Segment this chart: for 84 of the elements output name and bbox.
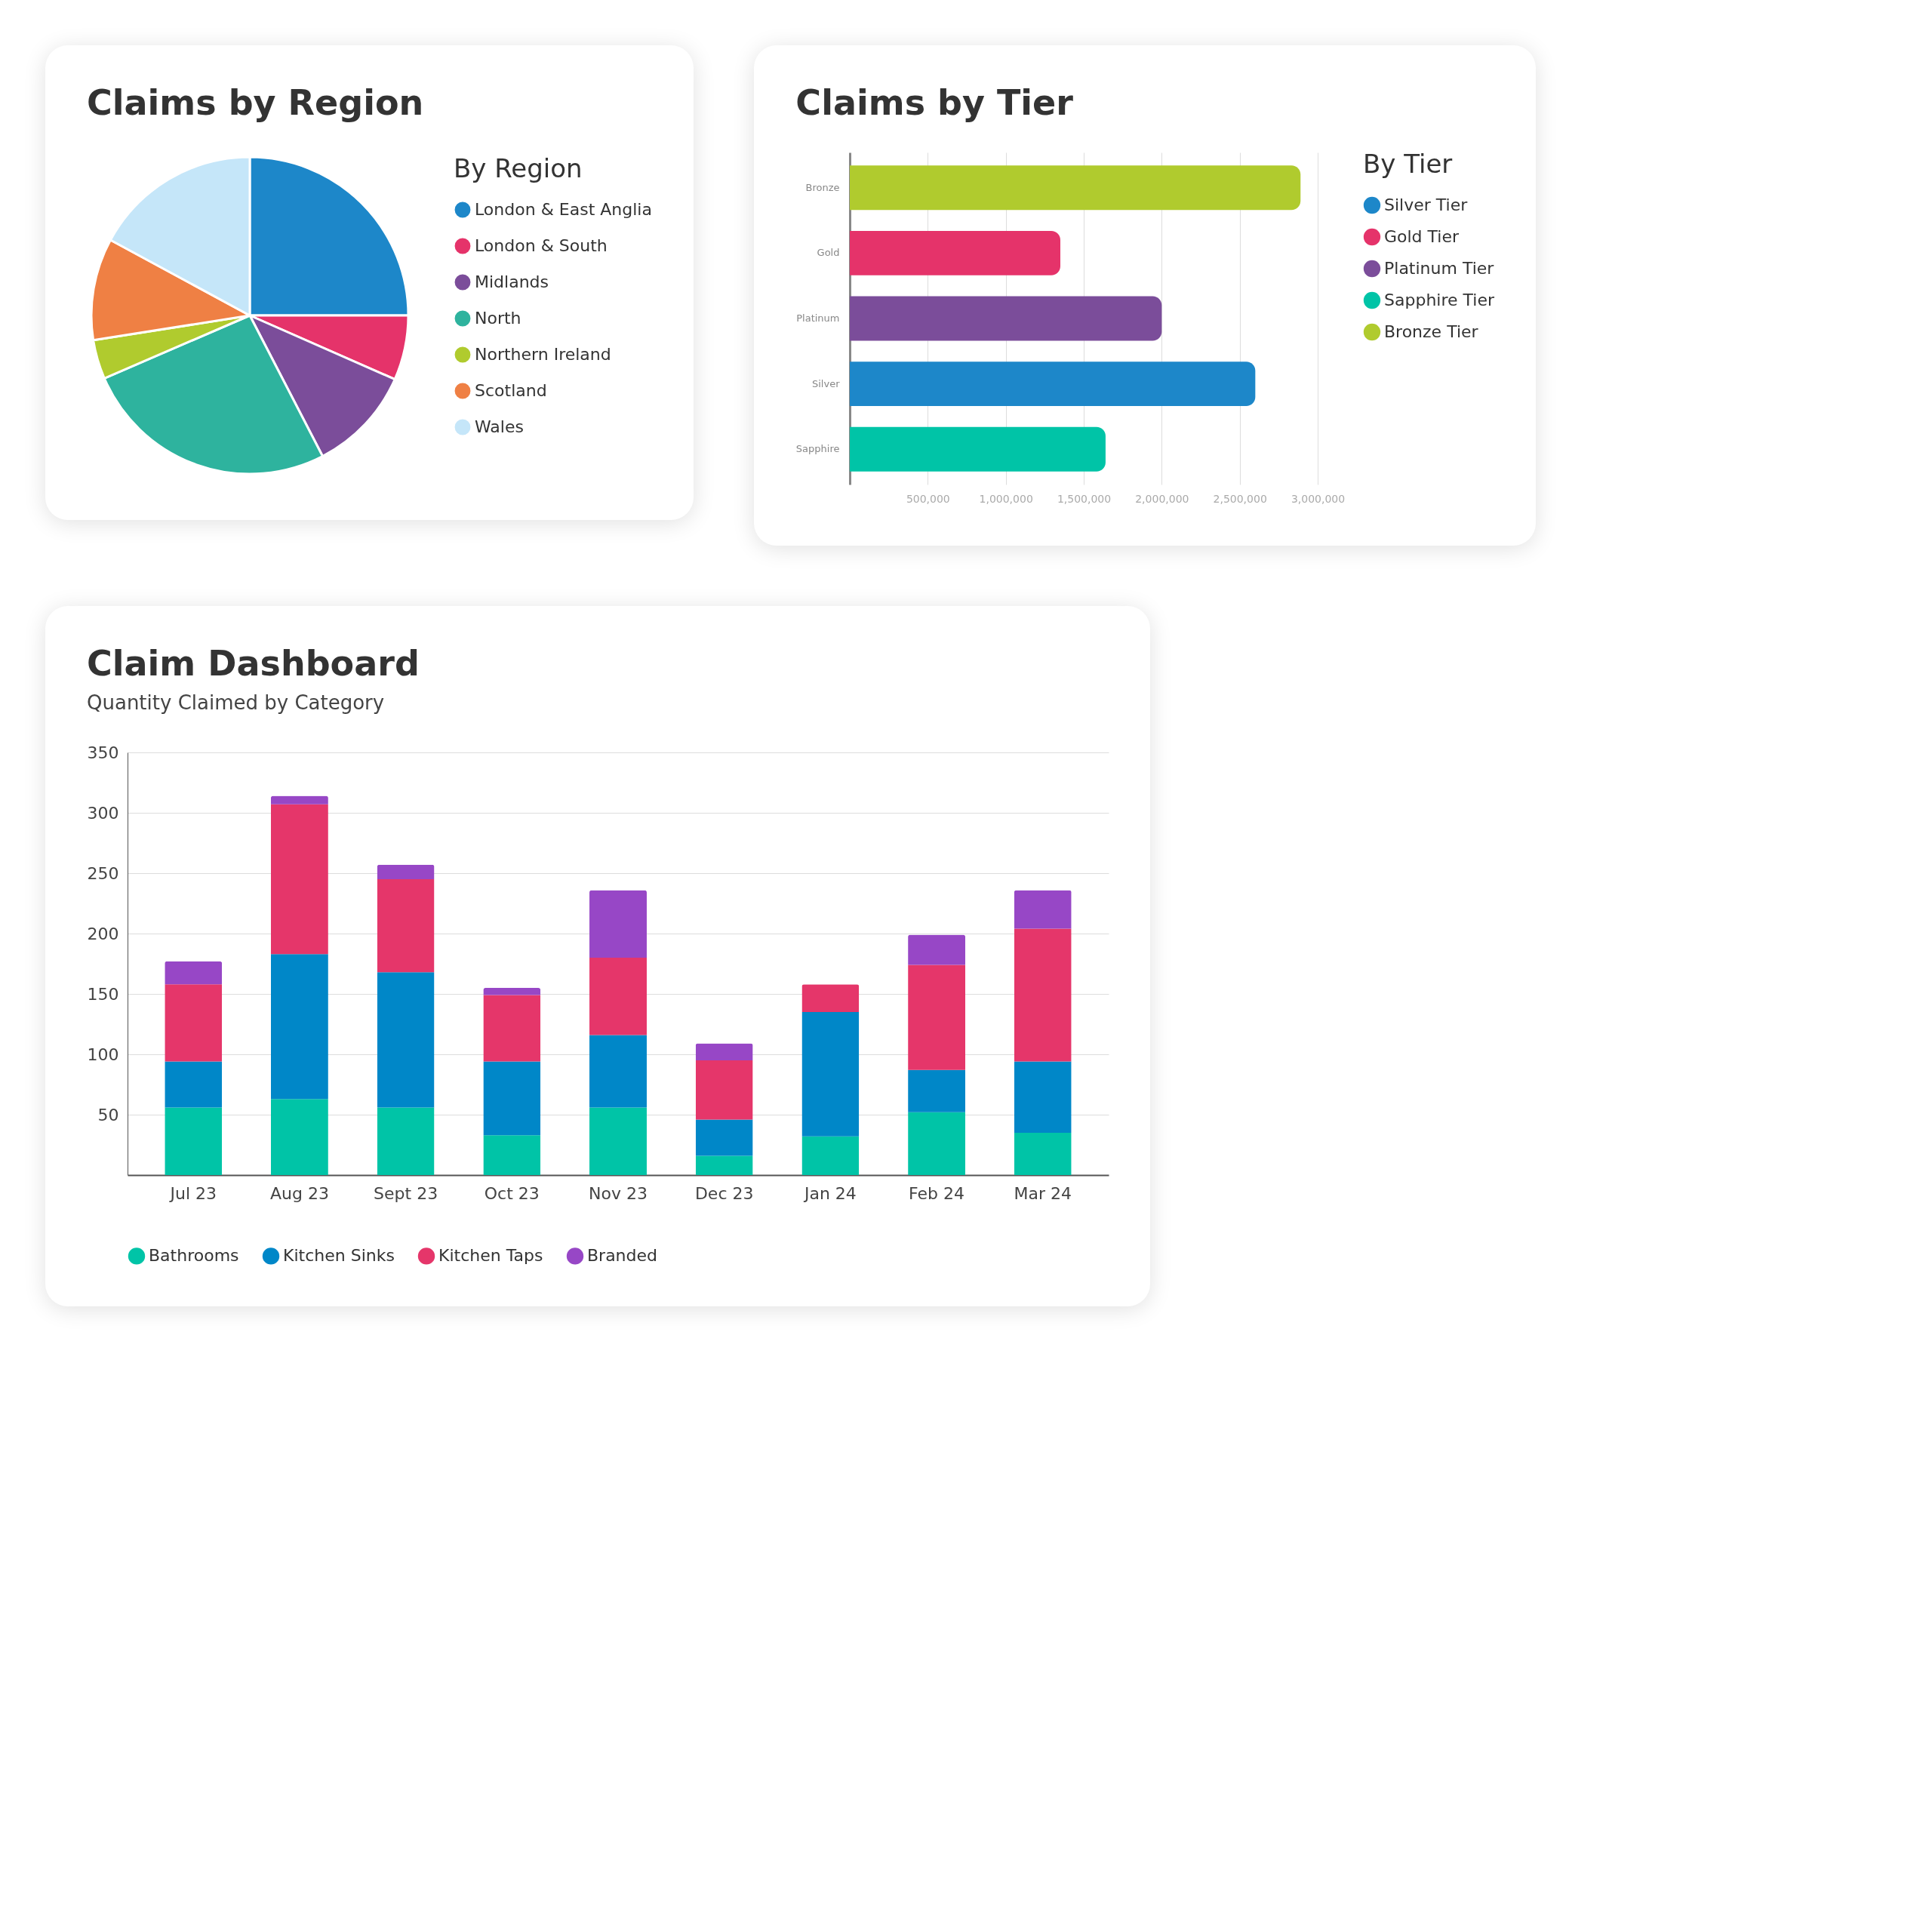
- legend-label: Scotland: [475, 381, 547, 400]
- legend-label: Bronze Tier: [1384, 322, 1479, 341]
- bar: [483, 995, 541, 1062]
- bar: [270, 954, 328, 1100]
- chart-title: Claims by Region: [87, 82, 424, 123]
- legend-label: London & East Anglia: [475, 200, 652, 219]
- bar: [589, 958, 647, 1035]
- legend-title: By Tier: [1363, 149, 1453, 179]
- y-tick-label: 300: [87, 803, 119, 823]
- bar: [377, 1107, 435, 1175]
- legend-label: Wales: [475, 417, 524, 436]
- bar: [165, 1061, 223, 1108]
- y-tick-label: 50: [97, 1105, 119, 1124]
- x-tick-label: Dec 23: [694, 1183, 754, 1203]
- bar: [589, 890, 647, 958]
- bar: [1014, 1061, 1072, 1133]
- bar: [1014, 1133, 1072, 1175]
- chart-subtitle: Quantity Claimed by Category: [87, 691, 385, 714]
- legend-label: Sapphire Tier: [1384, 291, 1495, 309]
- bar: [801, 1136, 860, 1175]
- bar: [270, 795, 328, 804]
- x-tick-label: 2,500,000: [1213, 492, 1267, 505]
- bar: [270, 804, 328, 955]
- bar: [801, 984, 860, 1012]
- bar: [377, 864, 435, 879]
- legend-label: North: [475, 309, 521, 328]
- chart-title: Claim Dashboard: [87, 643, 420, 684]
- bar: [695, 1119, 753, 1156]
- bar: [377, 972, 435, 1108]
- x-tick-label: Jan 24: [802, 1183, 857, 1203]
- bar: [695, 1155, 753, 1175]
- legend-label: Platinum Tier: [1384, 259, 1495, 278]
- x-tick-label: Oct 23: [484, 1183, 540, 1203]
- bar: [908, 934, 966, 965]
- x-tick-label: 3,000,000: [1291, 492, 1346, 505]
- bar: [483, 988, 541, 995]
- bar: [165, 984, 223, 1062]
- bar: [165, 961, 223, 985]
- y-tick-label: Sapphire: [795, 443, 840, 455]
- y-tick-label: 250: [87, 863, 119, 883]
- bar: [270, 1099, 328, 1175]
- y-tick-label: Silver: [811, 377, 841, 389]
- legend-title: By Region: [454, 153, 583, 183]
- bar: [801, 1012, 860, 1137]
- bar: [1014, 890, 1072, 929]
- legend-label: Silver Tier: [1384, 195, 1469, 214]
- y-tick-label: 350: [87, 743, 119, 762]
- bar: [589, 1107, 647, 1175]
- y-tick-label: Gold: [817, 247, 840, 259]
- y-tick-label: 150: [87, 984, 119, 1004]
- chart-title: Claims by Tier: [795, 82, 1074, 123]
- bar: [1014, 928, 1072, 1062]
- legend-label: Midlands: [475, 272, 549, 291]
- legend-label: Northern Ireland: [475, 345, 611, 364]
- x-tick-label: Nov 23: [589, 1183, 648, 1203]
- legend-label: Gold Tier: [1384, 227, 1460, 246]
- x-tick-label: Mar 24: [1014, 1183, 1072, 1203]
- x-tick-label: 1,000,000: [979, 492, 1033, 505]
- bar: [589, 1035, 647, 1108]
- bar: [483, 1061, 541, 1136]
- legend-label: Kitchen Sinks: [283, 1246, 395, 1266]
- bar: [908, 1069, 966, 1112]
- bar: [377, 879, 435, 973]
- x-tick-label: Aug 23: [269, 1183, 329, 1203]
- y-tick-label: 200: [87, 924, 119, 943]
- bar: [695, 1043, 753, 1060]
- x-tick-label: 1,500,000: [1057, 492, 1112, 505]
- bar: [908, 1112, 966, 1175]
- legend-label: Bathrooms: [149, 1246, 239, 1266]
- x-tick-label: 500,000: [906, 492, 950, 505]
- legend-label: Branded: [587, 1246, 658, 1266]
- bar: [908, 964, 966, 1070]
- x-tick-label: 2,000,000: [1135, 492, 1189, 505]
- bar: [695, 1060, 753, 1120]
- bar: [483, 1135, 541, 1175]
- y-tick-label: Platinum: [796, 312, 840, 324]
- x-tick-label: Jul 23: [168, 1183, 217, 1203]
- legend-label: Kitchen Taps: [438, 1246, 543, 1266]
- x-tick-label: Sept 23: [374, 1183, 438, 1203]
- x-tick-label: Feb 24: [909, 1183, 965, 1203]
- legend-label: London & South: [475, 236, 608, 255]
- y-tick-label: Bronze: [805, 181, 840, 193]
- bar: [165, 1107, 223, 1175]
- y-tick-label: 100: [87, 1044, 119, 1064]
